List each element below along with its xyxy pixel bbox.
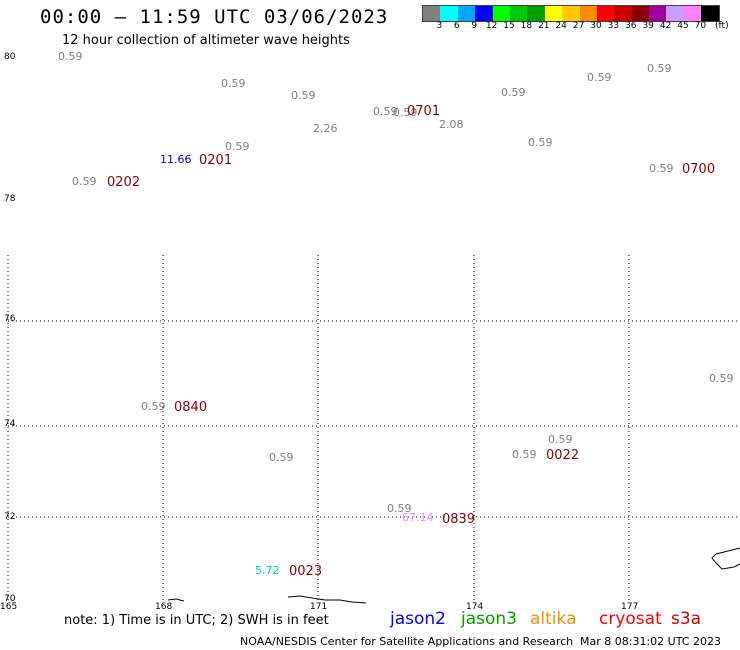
colorbar-label: 70	[694, 21, 707, 31]
longitude-label: 171	[310, 602, 327, 612]
colorbar-swatch	[683, 6, 702, 21]
colorbar-swatch	[666, 6, 684, 21]
latitude-label: 80	[4, 52, 16, 62]
swh-observation: 0.59	[548, 433, 573, 446]
swh-observation: 0.59	[58, 50, 83, 63]
swh-observation: 2.08	[439, 118, 464, 131]
longitude-label: 165	[0, 602, 17, 612]
colorbar-swatch	[509, 6, 528, 21]
colorbar-label: 24	[555, 21, 567, 31]
swh-observation: 0.59	[221, 77, 246, 90]
colorbar-label: 39	[642, 21, 654, 31]
colorbar-swatch	[527, 6, 545, 21]
colorbar-label: 6	[453, 21, 460, 31]
colorbar-label: 33	[607, 21, 620, 31]
mission-cryosat: cryosat	[599, 609, 662, 629]
colorbar-swatch	[579, 6, 597, 21]
swh-observation: 0.59	[649, 162, 674, 175]
colorbar-label: 3	[436, 21, 443, 31]
colorbar-swatch	[701, 6, 719, 21]
swh-observation: 0.59	[387, 502, 412, 515]
swh-observation: 0.59	[225, 140, 250, 153]
wave-height-colorbar	[422, 5, 720, 22]
swh-observation: 0.59	[587, 71, 612, 84]
mission-altika: altika	[530, 609, 577, 629]
colorbar-swatch	[631, 6, 650, 21]
latitude-label: 70	[4, 594, 16, 604]
colorbar-label: 9	[471, 21, 478, 31]
coastline	[167, 598, 185, 602]
latitude-label: 78	[4, 194, 16, 204]
coastline	[287, 595, 367, 604]
longitude-label: 174	[466, 602, 483, 612]
colorbar-swatch	[457, 6, 476, 21]
coastline	[711, 547, 740, 570]
colorbar-label: (ft)	[715, 21, 729, 31]
colorbar-swatch	[614, 6, 632, 21]
longitude-label: 177	[621, 602, 638, 612]
swh-observation: 0.59	[373, 105, 398, 118]
colorbar-label: 42	[659, 21, 672, 31]
pass-time-label: 0202	[107, 175, 140, 190]
mission-s3a: s3a	[671, 609, 702, 629]
units-note: note: 1) Time is in UTC; 2) SWH is in fe…	[64, 613, 329, 628]
swh-observation: 67.14	[402, 511, 434, 524]
swh-observation: 0.59	[141, 400, 166, 413]
map-subtitle: 12 hour collection of altimeter wave hei…	[62, 33, 350, 48]
generated-timestamp: Mar 8 08:31:02 UTC 2023	[580, 635, 721, 648]
colorbar-swatch	[562, 6, 580, 21]
pass-time-label: 0023	[289, 564, 322, 579]
colorbar-label: 30	[590, 21, 602, 31]
pass-time-label: 0701	[407, 104, 440, 119]
latitude-label: 72	[4, 512, 15, 522]
swh-observation: 0.59	[269, 451, 294, 464]
swh-observation: 0.59	[393, 106, 418, 119]
swh-observation: 0.59	[72, 175, 97, 188]
colorbar-label: 45	[677, 21, 689, 31]
swh-observation: 0.59	[512, 448, 537, 461]
swh-observation: 0.59	[709, 372, 734, 385]
colorbar-swatch	[649, 6, 667, 21]
colorbar-labels: 3 6 9 12 15 18 21 24 27 30 33 36 39 42 45 70 (ft)	[422, 21, 740, 33]
swh-observation: 0.59	[291, 89, 316, 102]
swh-observation: 0.59	[501, 86, 526, 99]
swh-observation: 11.66	[160, 153, 192, 166]
colorbar-swatch	[475, 6, 493, 21]
mission-jason2: jason2	[390, 609, 446, 629]
colorbar-swatch	[492, 6, 510, 21]
pass-time-label: 0201	[199, 153, 232, 168]
colorbar-swatch	[596, 6, 615, 21]
colorbar-label: 15	[503, 21, 515, 31]
latitude-label: 76	[4, 314, 16, 324]
swh-observation: 0.59	[528, 136, 553, 149]
map-title: 00:00 – 11:59 UTC 03/06/2023	[40, 6, 389, 28]
colorbar-swatch	[440, 6, 458, 21]
colorbar-label: 18	[520, 21, 533, 31]
colorbar-swatch	[423, 6, 441, 21]
pass-time-label: 0022	[546, 448, 579, 463]
latitude-label: 74	[4, 419, 16, 429]
mission-jason3: jason3	[461, 609, 517, 629]
swh-observation: 2.26	[313, 122, 338, 135]
colorbar-label: 12	[485, 21, 498, 31]
colorbar-label: 21	[538, 21, 550, 31]
colorbar-label: 36	[625, 21, 637, 31]
pass-time-label: 0700	[682, 162, 715, 177]
credit-line: NOAA/NESDIS Center for Satellite Applica…	[240, 635, 574, 648]
swh-observation: 0.59	[647, 62, 672, 75]
swh-observation: 5.72	[255, 564, 280, 577]
pass-time-label: 0839	[442, 512, 475, 527]
colorbar-label: 27	[572, 21, 585, 31]
pass-time-label: 0840	[174, 400, 207, 415]
longitude-label: 168	[155, 602, 172, 612]
colorbar-swatch	[544, 6, 563, 21]
